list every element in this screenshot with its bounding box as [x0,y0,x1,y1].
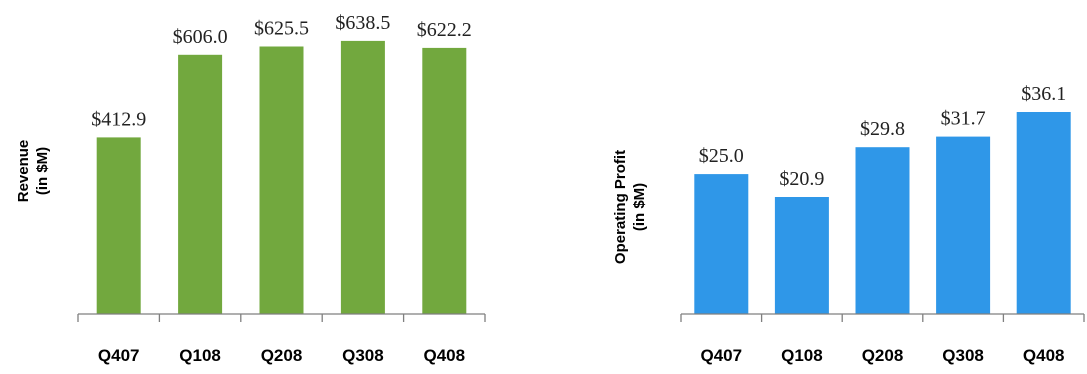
bar-q407 [96,137,141,314]
data-label: $25.0 [699,145,744,167]
x-tick-label: Q308 [942,346,984,365]
chart-1: $412.9 $606.0 $625.5 $638.5 $622.2 Q407 Q108 Q2… [15,12,486,365]
x-tick-label: Q208 [862,346,904,365]
bar-q308 [340,40,385,315]
bar-q408 [422,47,467,315]
bar-q108 [178,54,223,315]
y-axis-title: Revenue (in $M) [15,140,51,203]
data-label: $606.0 [173,26,228,48]
x-tick-label: Q407 [701,346,743,365]
data-label: $622.2 [417,19,472,41]
bar-q408 [1016,112,1071,314]
x-tick-label: Q408 [424,346,466,365]
bar-q308 [936,136,991,314]
bar-q208 [259,46,304,314]
data-label: $412.9 [91,108,146,130]
bar-q108 [774,197,829,314]
data-label: $31.7 [941,108,986,130]
x-tick-label: Q408 [1023,346,1065,365]
y-axis-title-line: Operating Profit [612,150,629,264]
x-tick-label: Q308 [342,346,384,365]
y-axis-title-line: (in $M) [631,183,648,231]
bar-q208 [855,147,910,314]
data-label: $29.8 [860,118,905,140]
data-label: $638.5 [335,12,390,34]
y-axis-title-line: (in $M) [34,147,51,195]
data-label: $36.1 [1021,83,1066,105]
data-label: $625.5 [254,18,309,40]
bar-q407 [694,174,749,314]
y-axis-title: Operating Profit (in $M) [612,150,648,264]
x-tick-label: Q108 [781,346,823,365]
x-tick-label: Q108 [179,346,221,365]
x-tick-label: Q407 [98,346,140,365]
x-tick-label: Q208 [261,346,303,365]
data-label: $20.9 [779,168,824,190]
y-axis-title-line: Revenue [15,140,32,203]
chart-2: $25.0 $20.9 $29.8 $31.7 $36.1 Q407 Q108 Q208 Q30… [612,83,1085,365]
